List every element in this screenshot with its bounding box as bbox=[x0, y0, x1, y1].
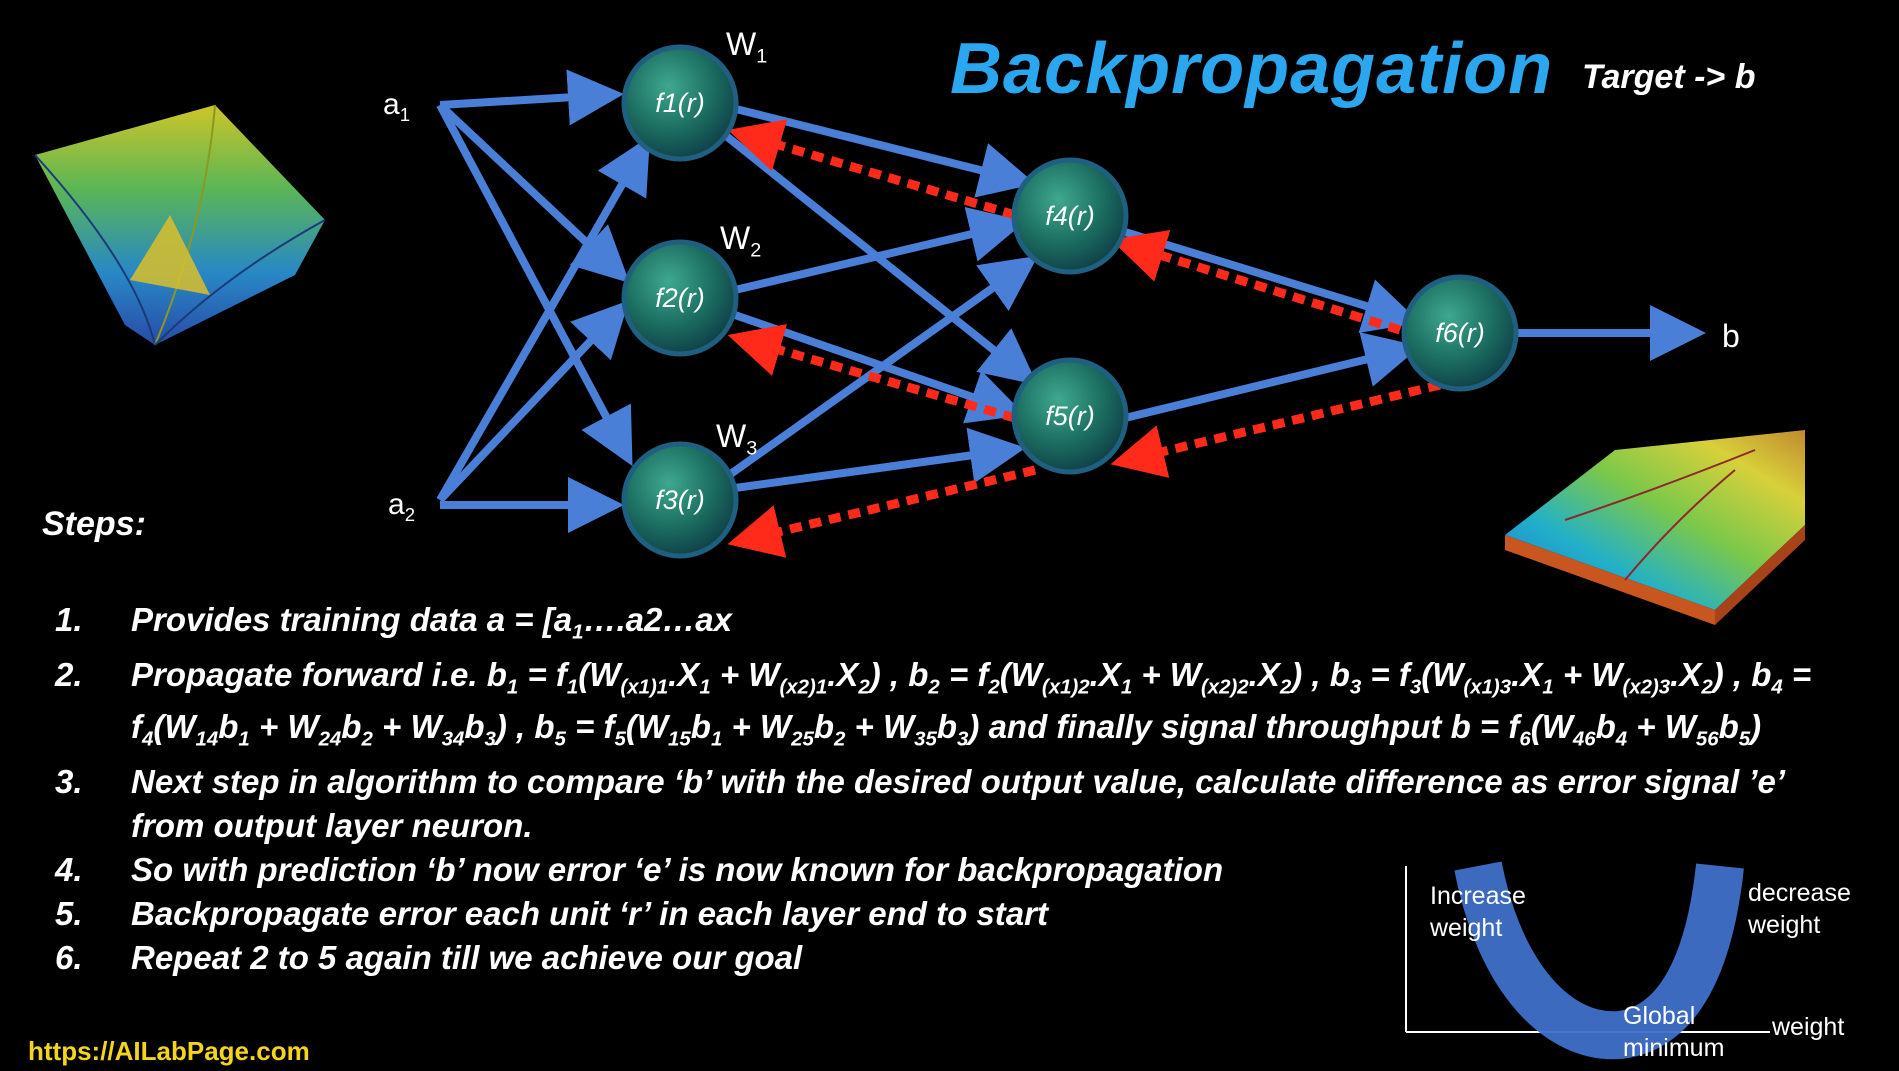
page-title: Backpropagation bbox=[950, 29, 1554, 109]
target-label: Target -> b bbox=[1582, 58, 1756, 96]
step-number: 6. bbox=[55, 938, 83, 976]
weight-w3-label: W3 bbox=[716, 418, 758, 460]
error-f5-f2 bbox=[727, 324, 1017, 423]
neuron-f2 bbox=[621, 239, 739, 357]
source-url[interactable]: https://AILabPage.com bbox=[28, 1036, 310, 1066]
edge-a2-f2 bbox=[437, 300, 630, 503]
edge-f3-f5 bbox=[734, 427, 1026, 492]
neuron-label-f5: f5(r) bbox=[1045, 401, 1095, 431]
edge-f5-f6 bbox=[1124, 332, 1421, 422]
step-item: 1. Provides training data a = [a1….a2…ax bbox=[55, 598, 1823, 655]
neuron-f1 bbox=[621, 44, 739, 162]
steps-heading: Steps: bbox=[42, 505, 146, 543]
step-item: 4. So with prediction ‘b’ now error ‘e’ i… bbox=[55, 848, 1823, 892]
edge-a1-f2 bbox=[437, 102, 630, 283]
error-f5-f3 bbox=[727, 465, 1037, 558]
step-number: 2. bbox=[55, 655, 83, 693]
forward-edges bbox=[436, 69, 1706, 533]
step-text: Repeat 2 to 5 again till we achieve our … bbox=[131, 938, 803, 976]
neuron-f4 bbox=[1011, 157, 1129, 275]
error-f4-f1 bbox=[727, 119, 1017, 220]
step-number: 5. bbox=[55, 894, 83, 932]
step-item: 3. Next step in algorithm to compare ‘b’ … bbox=[55, 760, 1823, 848]
error-f6-f4 bbox=[1110, 229, 1402, 335]
error-f6-f5 bbox=[1110, 380, 1442, 478]
error-surface-bowl bbox=[34, 104, 326, 346]
edge-f2-f4 bbox=[734, 206, 1026, 294]
increase-weight-label: Increase weight bbox=[1430, 882, 1526, 942]
step-text: So with prediction ‘b’ now error ‘e’ is … bbox=[131, 850, 1224, 888]
neuron-f5 bbox=[1011, 357, 1129, 475]
neuron-label-f2: f2(r) bbox=[655, 283, 705, 313]
neurons bbox=[621, 44, 1519, 559]
neuron-label-f4: f4(r) bbox=[1045, 201, 1095, 231]
step-number: 1. bbox=[55, 601, 83, 638]
weight-w1-label: W1 bbox=[726, 26, 768, 68]
step-text: Propagate forward i.e. b1 = f1(W(x1)1.X1… bbox=[131, 655, 1812, 751]
step-item: 2. Propagate forward i.e. b1 = f1(W(x1)1.… bbox=[55, 655, 1823, 760]
input-a2-label: a2 bbox=[388, 488, 416, 525]
output-b-label: b bbox=[1722, 318, 1740, 354]
neuron-label-f6: f6(r) bbox=[1435, 318, 1485, 348]
input-a1-label: a1 bbox=[383, 88, 411, 125]
weight-w2-label: W2 bbox=[720, 220, 762, 262]
edge-f4-f6 bbox=[1123, 228, 1421, 334]
weight-axis-label: weight bbox=[1772, 1013, 1845, 1041]
gradient-descent-graph bbox=[1405, 861, 1770, 1060]
step-number: 4. bbox=[55, 850, 83, 888]
neuron-f3 bbox=[621, 441, 739, 559]
neuron-label-f1: f1(r) bbox=[655, 88, 705, 118]
step-item: 6. Repeat 2 to 5 again till we achieve ou… bbox=[55, 936, 1823, 980]
steps-list: 1. Provides training data a = [a1….a2…ax 2… bbox=[55, 598, 1823, 980]
edge-a1-f3 bbox=[436, 103, 633, 467]
edge-f3-f4 bbox=[722, 255, 1039, 482]
backprop-edges bbox=[727, 119, 1442, 558]
global-minimum-label: Global minimum bbox=[1623, 1002, 1725, 1062]
error-curve bbox=[1454, 861, 1744, 1060]
edge-a1-f1 bbox=[439, 69, 624, 126]
step-item: 5. Backpropagate error each unit ‘r’ in e… bbox=[55, 892, 1823, 936]
step-text: Next step in algorithm to compare ‘b’ wi… bbox=[131, 762, 1784, 844]
step-text: Backpropagate error each unit ‘r’ in eac… bbox=[131, 894, 1048, 932]
terrain-surface bbox=[1505, 430, 1805, 625]
edge-a2-f1 bbox=[436, 136, 650, 502]
neuron-label-f3: f3(r) bbox=[655, 485, 705, 515]
neuron-f6 bbox=[1401, 274, 1519, 392]
step-text: Provides training data a = [a1….a2…ax bbox=[131, 601, 733, 644]
step-number: 3. bbox=[55, 762, 83, 800]
decrease-weight-label: decrease weight bbox=[1748, 879, 1851, 939]
